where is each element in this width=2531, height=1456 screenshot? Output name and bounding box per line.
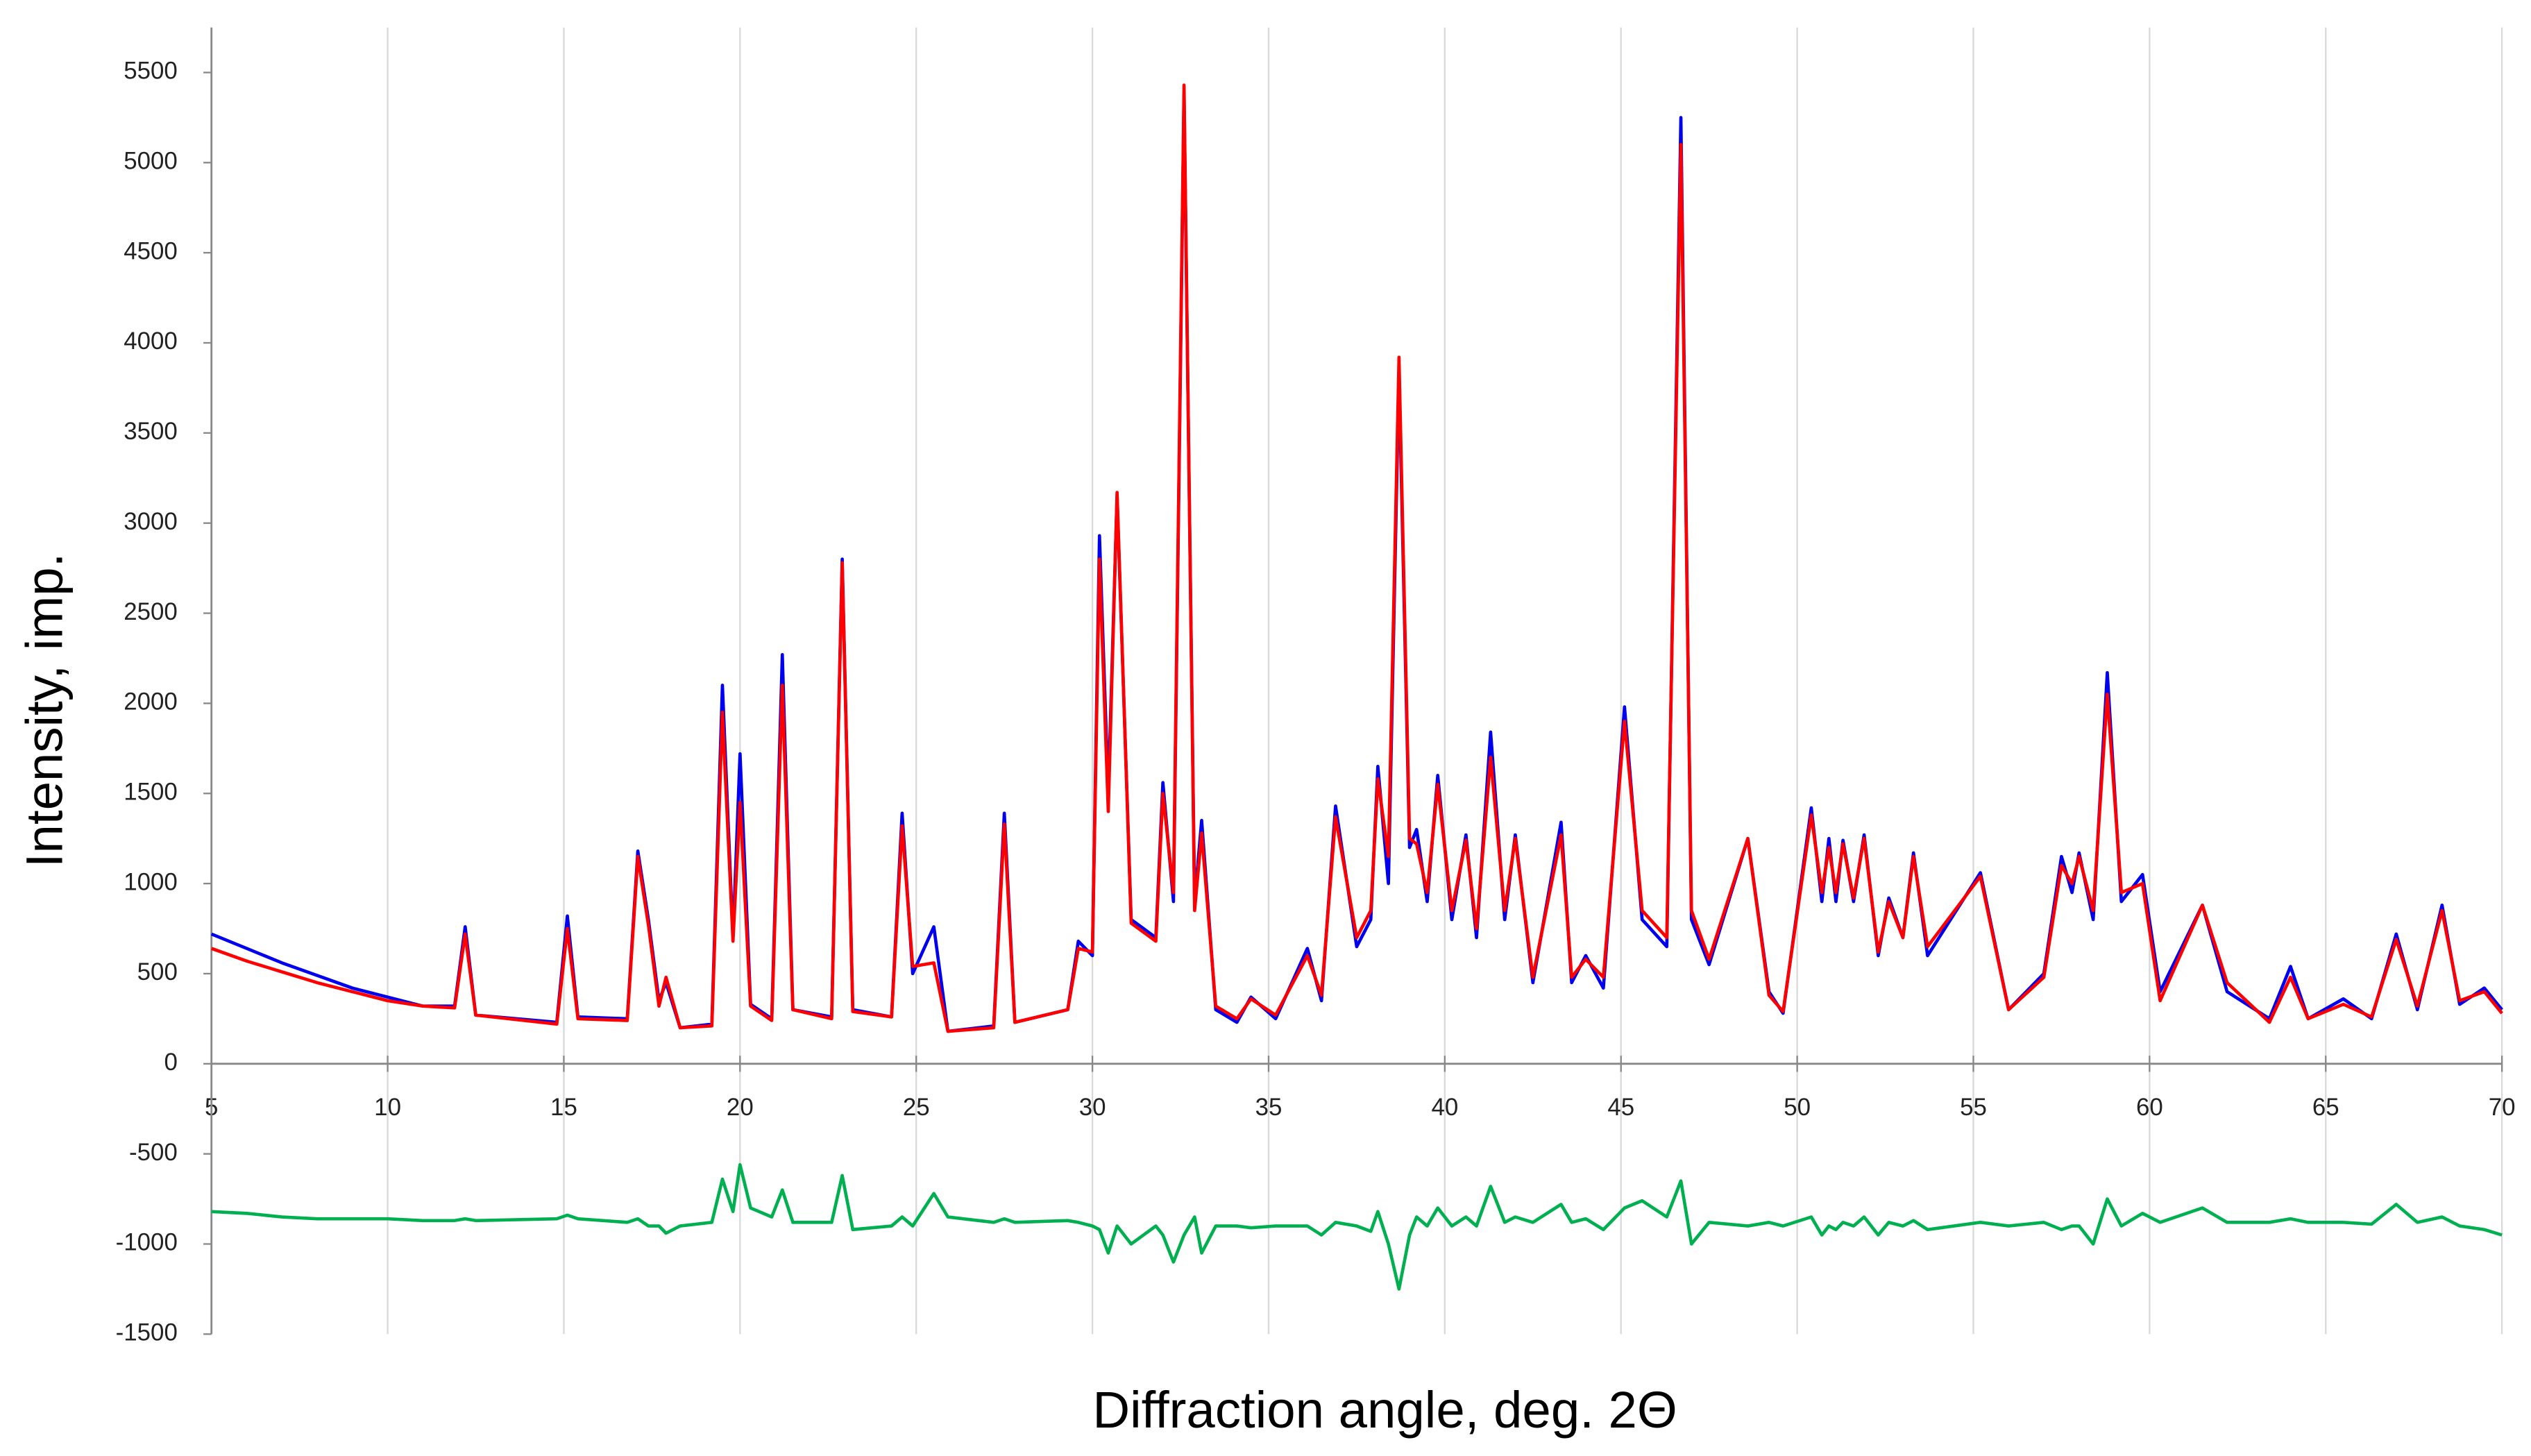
y-tick-label: 2500: [124, 598, 178, 625]
x-tick-label: 40: [1431, 1094, 1458, 1121]
x-tick-label: 10: [374, 1094, 401, 1121]
y-tick-label: 3000: [124, 508, 178, 535]
x-tick-label: 60: [2136, 1094, 2163, 1121]
data-line: [210, 83, 2503, 1033]
y-tick-label: 5000: [124, 148, 178, 175]
y-tick-label: -1000: [116, 1229, 178, 1256]
y-tick-label: -500: [129, 1139, 178, 1166]
x-tick-label: 70: [2489, 1094, 2516, 1121]
y-tick-label: 5500: [124, 58, 178, 85]
x-tick-label: 55: [1960, 1094, 1987, 1121]
x-tick-label: 20: [727, 1094, 754, 1121]
y-tick-label: 3500: [124, 418, 178, 445]
data-line: [210, 92, 2503, 1033]
x-tick-label: 35: [1255, 1094, 1283, 1121]
y-tick-label: 1000: [124, 868, 178, 895]
y-tick-label: 4500: [124, 237, 178, 264]
y-tick-label: 1500: [124, 778, 178, 805]
y-axis-title: Intensity, imp.: [15, 553, 73, 868]
y-tick-label: 2000: [124, 688, 178, 716]
y-tick-label: -1500: [116, 1319, 178, 1346]
x-tick-label: 50: [1784, 1094, 1811, 1121]
x-tick-label: 65: [2312, 1094, 2339, 1121]
x-axis-title: Diffraction angle, deg. 2Θ: [1092, 1381, 1677, 1439]
x-tick-label: 25: [903, 1094, 930, 1121]
data-line: [211, 1162, 2503, 1291]
y-tick-label: 0: [164, 1049, 177, 1076]
x-tick-label: 15: [550, 1094, 577, 1121]
y-tick-label: 4000: [124, 328, 178, 355]
x-tick-label: 30: [1079, 1094, 1106, 1121]
y-tick-label: 500: [137, 958, 178, 985]
x-tick-label: 45: [1607, 1094, 1634, 1121]
